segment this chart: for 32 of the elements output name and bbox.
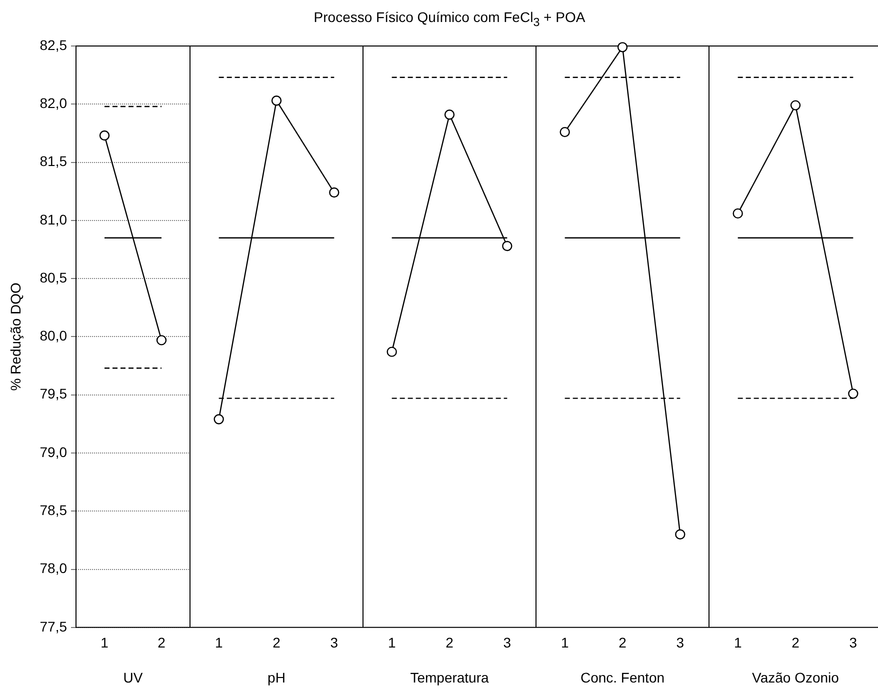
y-axis-title: % Redução DQO	[7, 282, 24, 391]
x-tick-label: 1	[560, 634, 569, 651]
x-axis-title: UV	[123, 669, 144, 686]
y-tick-label: 80,0	[40, 328, 68, 344]
x-tick-label: 2	[272, 634, 281, 651]
y-tick-label: 79,5	[40, 386, 68, 402]
y-tick-label: 81,0	[40, 211, 68, 228]
x-tick-label: 3	[330, 634, 338, 651]
y-tick-label: 79,0	[40, 444, 68, 460]
x-tick-label: 2	[792, 634, 800, 651]
y-tick-label: 78,0	[40, 560, 68, 576]
x-axis-title: Vazão Ozonio	[752, 669, 840, 686]
x-tick-label: 1	[214, 634, 223, 651]
x-axis-title: Temperatura	[410, 669, 490, 686]
x-axis-title: Conc. Fenton	[580, 669, 665, 686]
y-tick-label: 81,5	[40, 153, 68, 170]
y-tick-label: 78,5	[40, 502, 68, 518]
y-tick-label: 82,5	[40, 36, 68, 53]
chart-title: Processo Físico Químico com FeCl$_{3}$ + POA	[314, 9, 586, 29]
x-tick-label: 3	[503, 634, 512, 651]
x-tick-label: 2	[446, 634, 454, 651]
x-tick-label: 1	[388, 634, 396, 651]
x-tick-label: 2	[158, 634, 166, 651]
x-tick-label: 1	[734, 634, 742, 651]
x-tick-label: 2	[618, 634, 627, 651]
x-tick-label: 3	[676, 634, 684, 651]
x-tick-label: 1	[100, 634, 109, 651]
x-tick-label: 3	[849, 634, 858, 651]
y-tick-label: 82,0	[40, 95, 68, 111]
y-tick-label: 77,5	[40, 618, 68, 634]
x-axis-title: pH	[268, 669, 286, 686]
y-tick-label: 80,5	[40, 269, 68, 286]
